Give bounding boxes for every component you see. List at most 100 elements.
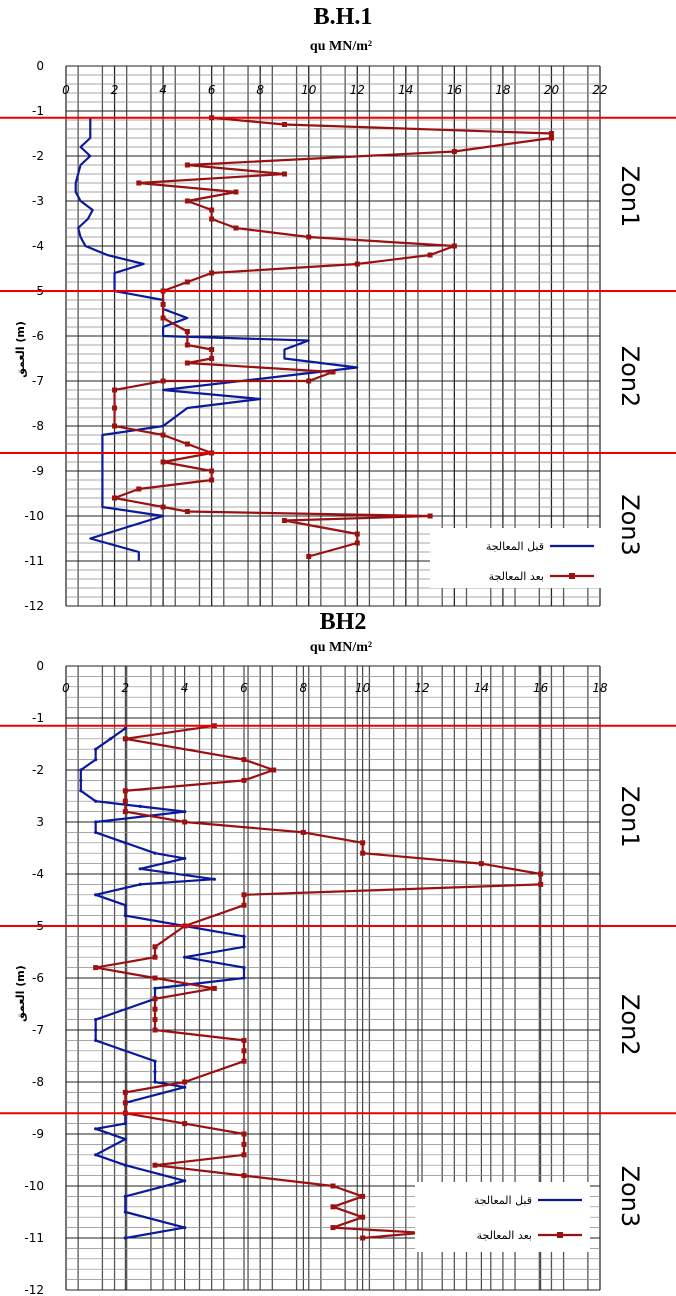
x-tick-label: 18 xyxy=(592,681,608,695)
legend-swatch-marker xyxy=(569,573,575,579)
legend-label: قبل المعالجة xyxy=(486,540,544,553)
series-line xyxy=(94,724,542,1240)
x-tick-label: 14 xyxy=(474,681,489,695)
series-line xyxy=(113,116,553,558)
y-tick-label: 3 xyxy=(36,815,44,829)
data-point xyxy=(160,459,166,465)
data-point xyxy=(360,850,366,856)
data-point xyxy=(241,892,247,898)
data-point xyxy=(330,369,336,375)
x-axis-label: qu MN/m² xyxy=(310,640,372,655)
data-point xyxy=(123,1236,127,1240)
data-point xyxy=(122,788,128,794)
data-point xyxy=(123,1210,127,1214)
y-tick-label: -11 xyxy=(24,1231,44,1245)
y-tick-label: -12 xyxy=(24,1283,44,1296)
x-tick-label: 4 xyxy=(181,681,189,695)
legend: قبل المعالجة بعد المعالجة xyxy=(415,1182,590,1252)
data-point xyxy=(242,934,246,939)
data-point xyxy=(184,198,190,204)
legend-label: بعد المعالجة xyxy=(489,570,544,583)
series-line xyxy=(79,727,246,1240)
series-line xyxy=(74,117,359,561)
y-tick-label: -10 xyxy=(24,1179,44,1193)
data-point xyxy=(183,1226,187,1230)
data-point xyxy=(209,347,215,352)
data-point xyxy=(184,162,190,168)
data-point xyxy=(281,518,287,523)
data-point xyxy=(184,509,190,514)
data-point xyxy=(212,877,216,881)
chart-title: B.H.1 xyxy=(314,4,373,30)
data-point xyxy=(209,477,215,483)
x-tick-label: 16 xyxy=(533,681,549,695)
data-point xyxy=(160,432,166,438)
data-point xyxy=(160,378,166,384)
y-axis-label: العمق (m) xyxy=(14,965,27,1022)
data-point xyxy=(94,893,98,897)
data-point xyxy=(138,804,142,809)
data-point xyxy=(108,737,113,741)
data-point xyxy=(153,1059,157,1063)
data-point xyxy=(184,279,190,285)
series-after xyxy=(93,723,544,1241)
data-point xyxy=(241,1141,247,1147)
x-tick-label: 6 xyxy=(240,681,248,695)
data-point xyxy=(354,531,360,537)
data-point xyxy=(122,736,128,742)
data-point xyxy=(184,441,190,447)
data-point xyxy=(330,1204,336,1210)
data-point xyxy=(183,810,187,814)
x-tick-label: 6 xyxy=(208,83,216,97)
zone-label: Zon2 xyxy=(616,346,644,408)
series-after xyxy=(112,115,554,559)
data-point xyxy=(112,387,118,393)
data-point xyxy=(241,1131,247,1137)
data-point xyxy=(94,1028,98,1032)
y-tick-label: -6 xyxy=(32,329,44,343)
data-point xyxy=(136,486,142,492)
data-point xyxy=(79,778,83,783)
data-point xyxy=(79,789,83,793)
legend-box xyxy=(415,1182,590,1252)
data-point xyxy=(152,975,158,981)
data-point xyxy=(209,270,215,276)
data-point xyxy=(152,1162,158,1168)
y-tick-label: -7 xyxy=(32,374,44,388)
y-tick-label: -4 xyxy=(32,239,44,253)
y-tick-label: -1 xyxy=(32,711,44,725)
y-tick-label: -9 xyxy=(32,1127,44,1141)
y-tick-label: 0 xyxy=(36,59,44,73)
data-point xyxy=(184,329,190,334)
data-point xyxy=(123,914,127,918)
data-point xyxy=(209,207,215,213)
y-tick-label: -2 xyxy=(32,149,44,163)
data-point xyxy=(281,122,287,127)
y-tick-label: -9 xyxy=(32,464,44,478)
y-tick-label: -7 xyxy=(32,1023,44,1037)
data-point xyxy=(183,1179,187,1183)
data-point xyxy=(242,976,246,980)
y-tick-label: -8 xyxy=(32,1075,44,1089)
x-tick-label: 4 xyxy=(159,83,167,97)
data-point xyxy=(93,965,99,971)
data-point xyxy=(152,1017,158,1023)
data-point xyxy=(306,378,312,384)
data-point xyxy=(451,149,457,154)
data-point xyxy=(152,954,158,960)
data-point xyxy=(330,1183,336,1189)
data-point xyxy=(183,856,187,861)
data-point xyxy=(184,360,190,366)
data-point xyxy=(138,867,142,871)
data-point xyxy=(360,1214,366,1220)
legend-label: قبل المعالجة xyxy=(474,1194,532,1207)
data-point xyxy=(241,1048,247,1054)
data-point xyxy=(160,302,166,307)
data-point xyxy=(241,777,247,783)
data-point xyxy=(94,830,98,835)
data-point xyxy=(94,1127,98,1131)
y-tick-label: -11 xyxy=(24,554,44,568)
data-point xyxy=(306,554,312,559)
